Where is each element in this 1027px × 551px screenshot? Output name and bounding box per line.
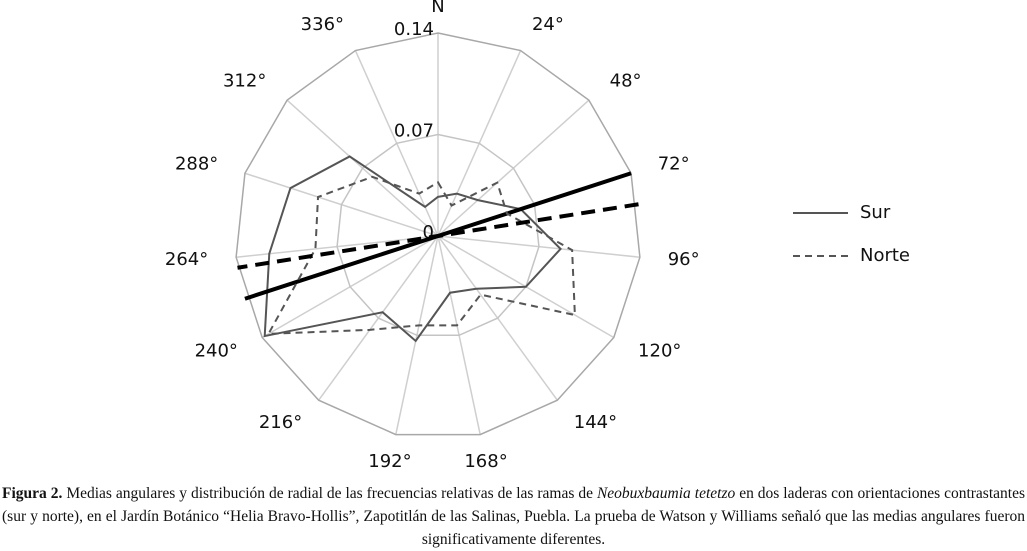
angle-label: 144° — [574, 412, 617, 433]
r-tick-label: 0.14 — [394, 19, 434, 40]
mean-angle-line — [237, 202, 639, 270]
series-line — [263, 155, 562, 343]
angle-label: 264° — [165, 249, 208, 270]
angle-label: 288° — [175, 154, 218, 175]
angle-label: 96° — [668, 249, 700, 270]
angle-label: 48° — [610, 70, 642, 91]
caption-species: Neobuxbaumia tetetzo — [596, 485, 736, 502]
angle-label: 216° — [259, 412, 302, 433]
r-tick-label: 0 — [423, 222, 434, 243]
caption-label: Figura 2. — [2, 485, 63, 502]
angle-label: 72° — [658, 154, 690, 175]
angle-label: 192° — [368, 451, 411, 470]
angle-label: 312° — [223, 70, 266, 91]
grid-ring — [235, 32, 641, 436]
angle-label: 336° — [301, 14, 344, 35]
chart: 0 0.07 0.14 N 24° 48° 72° 96° 120° 144° 168° 192° 21… — [165, 0, 910, 472]
legend-label: Sur — [860, 202, 891, 223]
caption: Figura 2. Medias angulares y distribució… — [2, 482, 1025, 551]
angle-label: 120° — [638, 341, 681, 362]
caption-text: Medias angulares y distribución de radia… — [62, 485, 597, 502]
angle-label: 24° — [532, 14, 564, 35]
legend-label: Norte — [860, 245, 910, 266]
caption-text: en dos laderas con orientaciones contras… — [2, 485, 1025, 548]
grid-ring — [336, 133, 540, 337]
angle-label: 168° — [464, 451, 507, 470]
angle-label: 240° — [195, 341, 238, 362]
angle-label: N — [431, 0, 444, 17]
r-tick-label: 0.07 — [394, 121, 434, 142]
